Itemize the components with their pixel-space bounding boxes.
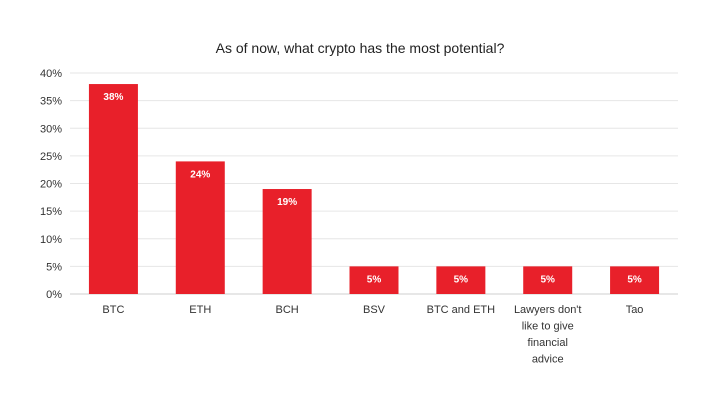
y-tick-label: 25%: [40, 151, 62, 163]
bar: [610, 266, 660, 294]
data-label: 24%: [190, 169, 210, 180]
data-label: 38%: [103, 92, 123, 103]
chart-title: As of now, what crypto has the most pote…: [215, 40, 505, 56]
bar: [523, 266, 573, 294]
bar: [175, 161, 225, 294]
y-tick-label: 40%: [40, 68, 62, 80]
y-tick-label: 5%: [46, 261, 62, 273]
x-tick-label: ETH: [189, 304, 211, 316]
data-label: 5%: [540, 274, 555, 285]
bar: [262, 189, 312, 294]
y-tick-label: 15%: [40, 206, 62, 218]
bar: [349, 266, 399, 294]
y-tick-label: 0%: [46, 289, 62, 301]
data-label: 5%: [454, 274, 469, 285]
x-tick-label: BTC and ETH: [427, 304, 496, 316]
x-tick-label: Lawyers don't like to give financial advice: [514, 304, 582, 366]
x-tick-label: Tao: [626, 304, 644, 316]
x-tick-label: BSV: [363, 304, 386, 316]
data-label: 5%: [627, 274, 642, 285]
y-tick-label: 35%: [40, 96, 62, 108]
bar: [88, 84, 138, 294]
data-label: 5%: [367, 274, 382, 285]
data-label: 19%: [277, 197, 297, 208]
bar: [436, 266, 486, 294]
y-tick-label: 20%: [40, 179, 62, 191]
x-tick-label: BCH: [276, 304, 299, 316]
y-tick-label: 30%: [40, 123, 62, 135]
x-tick-label: BTC: [102, 304, 124, 316]
y-tick-label: 10%: [40, 234, 62, 246]
